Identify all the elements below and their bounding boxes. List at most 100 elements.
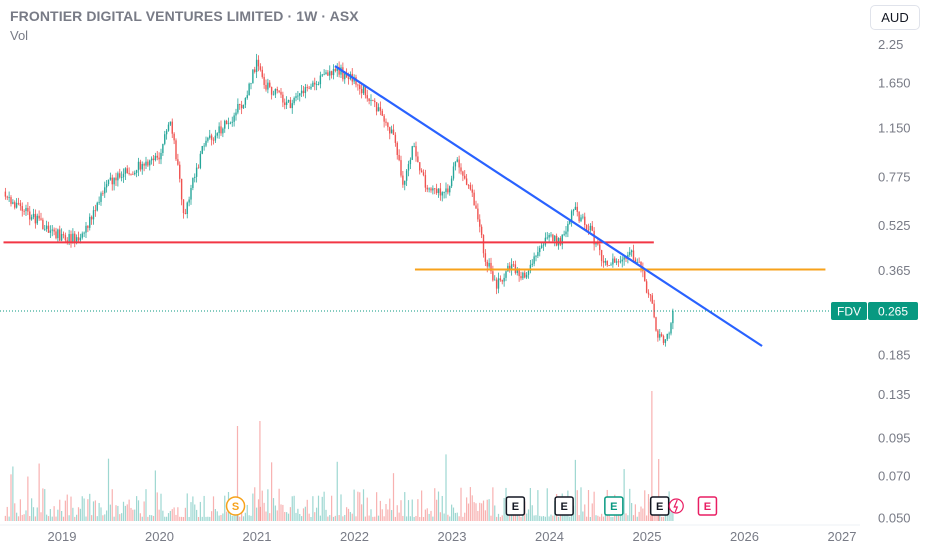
candle — [432, 185, 434, 195]
candle — [516, 266, 518, 276]
candle — [207, 136, 209, 143]
volume-bar — [406, 516, 408, 521]
candle — [49, 225, 52, 239]
earnings-event-icon[interactable]: E — [505, 496, 526, 516]
volume-bar — [421, 490, 423, 521]
candle — [364, 85, 367, 99]
volume-bar — [109, 504, 111, 521]
volume-bar — [68, 515, 70, 521]
candle — [237, 98, 239, 115]
candle — [87, 225, 89, 233]
candle — [314, 77, 316, 91]
earnings-event-icon[interactable]: E — [604, 496, 624, 516]
candle — [422, 169, 425, 177]
volume-bar — [531, 505, 533, 521]
x-tick-label: 2026 — [730, 529, 759, 544]
candle — [14, 200, 16, 210]
candle — [147, 159, 149, 167]
candle — [424, 169, 427, 192]
volume-bar — [602, 516, 605, 521]
y-tick-label: 0.070 — [878, 469, 911, 484]
candle — [441, 191, 443, 202]
candle — [96, 201, 98, 212]
volume-bar — [398, 512, 400, 521]
trendline[interactable] — [334, 65, 763, 347]
volume-bar — [402, 515, 404, 521]
candle — [274, 88, 277, 99]
volume-bar — [366, 497, 368, 521]
candle — [492, 265, 494, 282]
volume-bar — [124, 505, 126, 521]
y-tick-label: 0.365 — [878, 263, 911, 278]
candle — [381, 108, 383, 117]
candle — [117, 171, 119, 187]
candle — [29, 206, 31, 226]
volume-bar — [317, 495, 320, 521]
candle — [497, 272, 500, 294]
split-event-icon[interactable]: S — [225, 496, 246, 516]
candle — [535, 254, 537, 262]
volume-bar — [612, 516, 614, 521]
earnings-event-icon[interactable]: E — [697, 496, 718, 516]
candle — [614, 256, 616, 263]
candle — [304, 83, 307, 99]
earnings-event-icon[interactable]: E — [554, 496, 574, 516]
volume-bar — [154, 470, 156, 521]
volume-bar — [55, 516, 57, 521]
candle — [47, 221, 50, 233]
candle — [195, 163, 198, 183]
y-tick-label: 1.650 — [878, 76, 911, 91]
volume-bar — [539, 515, 541, 521]
dividend-icon[interactable] — [668, 498, 684, 514]
candle — [90, 215, 93, 225]
volume-bar — [347, 508, 350, 521]
volume-bar — [164, 516, 166, 521]
candle — [59, 225, 61, 242]
currency-button[interactable]: AUD — [870, 5, 920, 30]
volume-bar — [541, 516, 543, 521]
volume-bar — [576, 490, 578, 521]
volume-bar — [104, 514, 106, 521]
volume-bar — [544, 516, 546, 521]
candle — [612, 253, 614, 268]
volume-bar — [477, 510, 479, 521]
y-tick-label: 0.050 — [878, 510, 911, 525]
volume-bar — [149, 514, 151, 521]
earnings-event-icon[interactable]: E — [649, 496, 670, 516]
volume-bar — [27, 476, 29, 521]
volume-bar — [432, 516, 434, 521]
candle — [619, 255, 622, 264]
candle — [8, 191, 10, 202]
candle — [458, 155, 460, 174]
candle — [246, 90, 248, 100]
candle — [546, 231, 548, 240]
volume-bar — [256, 507, 258, 521]
volume-bar — [426, 508, 428, 521]
volume-bar — [353, 489, 355, 521]
volume-bar — [66, 494, 68, 521]
volume-bar — [314, 512, 316, 521]
volume-bar — [625, 513, 627, 521]
volume-bar — [396, 505, 398, 521]
volume-bar — [49, 509, 51, 521]
volume-bar — [334, 515, 336, 521]
volume-bar — [385, 504, 387, 521]
candle — [261, 66, 263, 79]
candle — [55, 227, 57, 240]
volume-bar — [77, 507, 80, 521]
volume-bar — [550, 514, 552, 521]
volume-bar — [79, 508, 81, 521]
candle — [527, 269, 530, 279]
volume-bar — [87, 499, 89, 521]
candle — [629, 247, 631, 257]
candle — [482, 234, 485, 258]
candle — [449, 185, 451, 196]
price-badge: FDV 0.265 — [831, 302, 918, 320]
candle — [267, 78, 269, 94]
candle — [310, 83, 312, 90]
volume-bar — [580, 487, 582, 521]
candle — [668, 331, 670, 339]
candle — [591, 221, 593, 232]
volume-bar — [59, 499, 61, 521]
